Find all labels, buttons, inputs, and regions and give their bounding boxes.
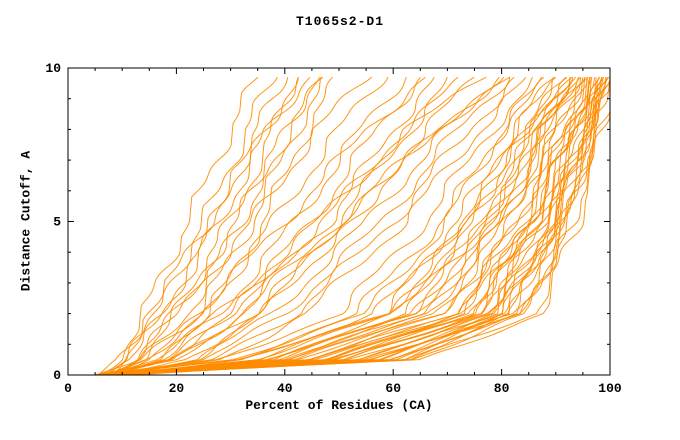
model-curve — [106, 77, 322, 376]
y-axis-label: Distance Cutoff, A — [18, 150, 34, 292]
x-axis-label: Percent of Residues (CA) — [245, 398, 433, 413]
model-curve — [109, 76, 515, 376]
model-curve — [97, 77, 299, 376]
y-tick-label: 10 — [45, 61, 61, 76]
chart-title: T1065s2-D1 — [295, 14, 384, 29]
model-curve — [115, 77, 611, 376]
x-tick-label: 80 — [494, 381, 510, 396]
model-curve — [131, 77, 571, 376]
model-curve — [113, 76, 421, 376]
model-curve — [130, 77, 571, 376]
model-curve — [132, 77, 603, 376]
model-curve — [105, 76, 324, 376]
model-curve — [120, 77, 582, 376]
model-curve — [108, 77, 611, 376]
model-curve — [109, 77, 611, 376]
model-curve — [104, 76, 487, 376]
model-curve — [109, 77, 407, 376]
x-tick-label: 20 — [169, 381, 185, 396]
model-curve — [116, 77, 611, 376]
model-curve — [104, 76, 459, 376]
model-curve — [103, 77, 592, 376]
model-curve — [105, 76, 568, 376]
model-curve — [106, 76, 373, 376]
model-curve — [103, 77, 607, 376]
model-curve — [114, 76, 320, 376]
model-curve — [101, 76, 545, 376]
model-curve — [103, 77, 611, 376]
model-curve — [113, 77, 574, 376]
model-curve — [125, 77, 511, 376]
x-tick-label: 100 — [598, 381, 622, 396]
model-curve — [110, 77, 580, 376]
model-curve — [121, 76, 592, 376]
x-tick-label: 40 — [277, 381, 293, 396]
y-tick-label: 0 — [53, 368, 61, 383]
y-tick-label: 5 — [53, 215, 61, 230]
model-curve — [106, 77, 289, 376]
model-curve — [100, 76, 259, 376]
model-curve — [96, 76, 533, 376]
x-tick-label: 60 — [385, 381, 401, 396]
x-tick-label: 0 — [64, 381, 72, 396]
model-curve — [115, 77, 595, 376]
model-curve — [108, 76, 556, 376]
model-curve — [124, 77, 608, 376]
model-curve — [125, 77, 603, 376]
model-curve — [94, 77, 589, 376]
model-curve — [102, 76, 500, 376]
model-curve — [111, 76, 278, 376]
model-curve — [95, 76, 426, 376]
model-curve — [108, 77, 584, 376]
model-curve — [100, 76, 610, 376]
model-curve — [129, 76, 586, 376]
model-curve — [95, 76, 510, 376]
model-curve — [110, 76, 527, 376]
model-curve — [114, 77, 586, 376]
model-curve — [119, 76, 389, 376]
